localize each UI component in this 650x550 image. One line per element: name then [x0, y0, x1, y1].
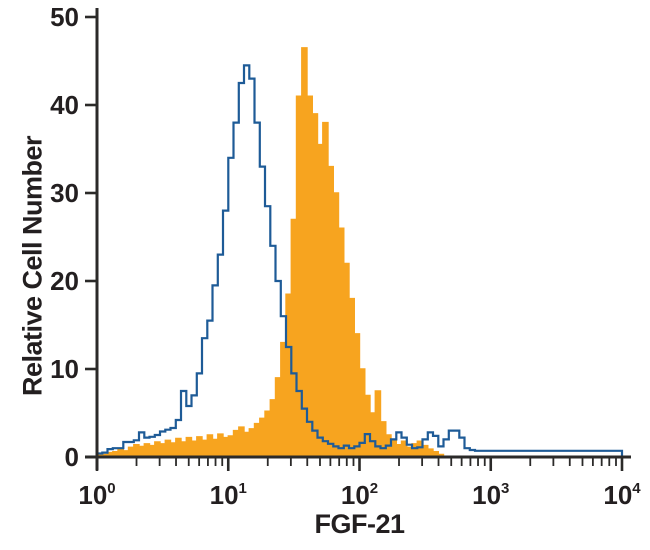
y-axis-title: Relative Cell Number [17, 135, 48, 397]
open-histogram-series [95, 64, 624, 457]
filled-histogram-series [96, 47, 622, 458]
x-tick-label: 100 [78, 480, 115, 510]
x-tick-label: 101 [210, 480, 247, 510]
y-tick-label: 30 [50, 178, 79, 208]
y-tick-label: 40 [50, 90, 79, 120]
x-tick-label: 102 [341, 480, 378, 510]
y-tick-label: 10 [50, 354, 79, 384]
y-tick-label: 50 [50, 2, 79, 32]
x-axis-title: FGF-21 [314, 509, 405, 539]
x-tick-label: 103 [472, 480, 509, 510]
y-tick-label: 20 [50, 266, 79, 296]
x-tick-label: 104 [603, 480, 641, 510]
y-tick-label: 0 [65, 442, 79, 472]
